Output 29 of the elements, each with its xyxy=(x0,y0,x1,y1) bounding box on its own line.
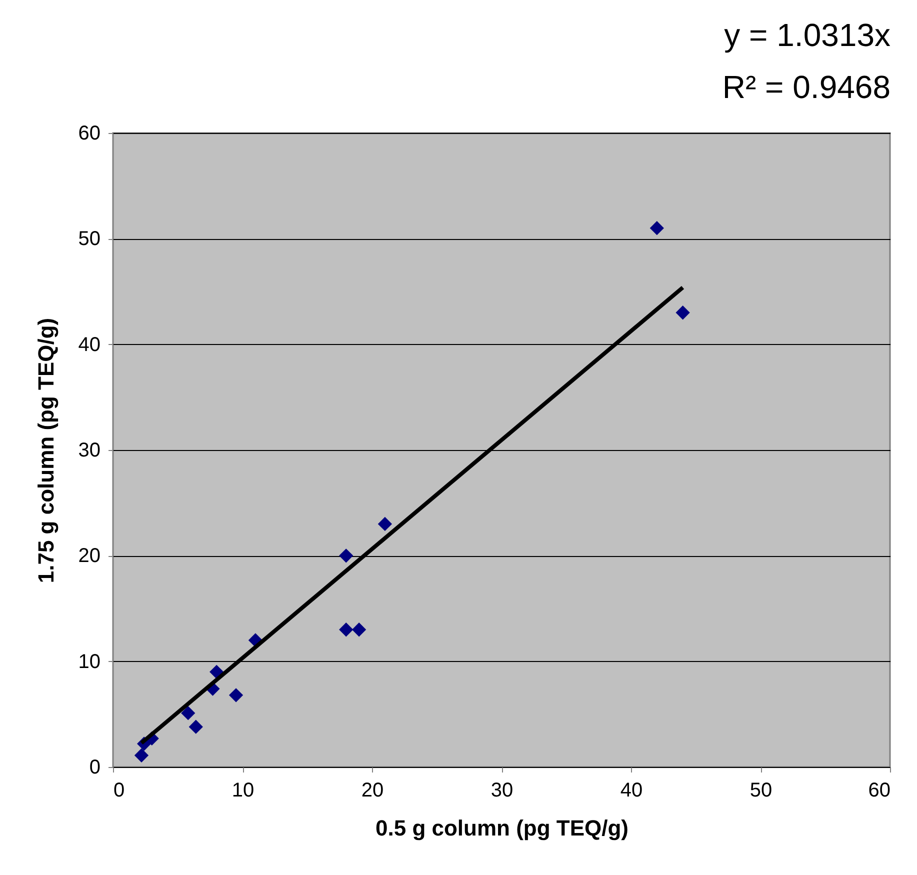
y-tick-label: 0 xyxy=(89,756,100,778)
y-tick-label: 30 xyxy=(78,440,100,462)
point xyxy=(378,516,392,532)
point xyxy=(339,548,354,563)
point xyxy=(181,706,196,720)
x-tick-label: 20 xyxy=(361,780,384,802)
text: R² = 0.9468 xyxy=(722,69,890,105)
x-axis-title: 0.5 g column (pg TEQ/g) xyxy=(376,816,628,840)
y-tick-label: 10 xyxy=(78,650,100,673)
y-tick-label: 50 xyxy=(78,228,100,250)
point xyxy=(352,622,366,637)
point xyxy=(650,221,664,236)
point xyxy=(210,664,224,679)
x-tick-label: 10 xyxy=(232,780,254,802)
y-tick-label: 20 xyxy=(78,545,100,568)
point xyxy=(339,622,354,637)
y-tick-label: 60 xyxy=(78,122,100,144)
x-tick-label: 50 xyxy=(750,780,772,802)
x-tick-label: 60 xyxy=(868,780,890,802)
y-tick-label: 40 xyxy=(78,334,100,356)
x-tick-label: 0 xyxy=(114,780,125,802)
point xyxy=(188,720,203,734)
point xyxy=(228,688,244,702)
point xyxy=(676,306,690,320)
point xyxy=(134,748,149,762)
text: y = 1.0313x xyxy=(724,17,890,53)
y-axis-title: 1.75 g column (pg TEQ/g) xyxy=(33,318,58,584)
x-tick-label: 40 xyxy=(620,780,643,802)
x-tick-label: 30 xyxy=(490,780,514,802)
